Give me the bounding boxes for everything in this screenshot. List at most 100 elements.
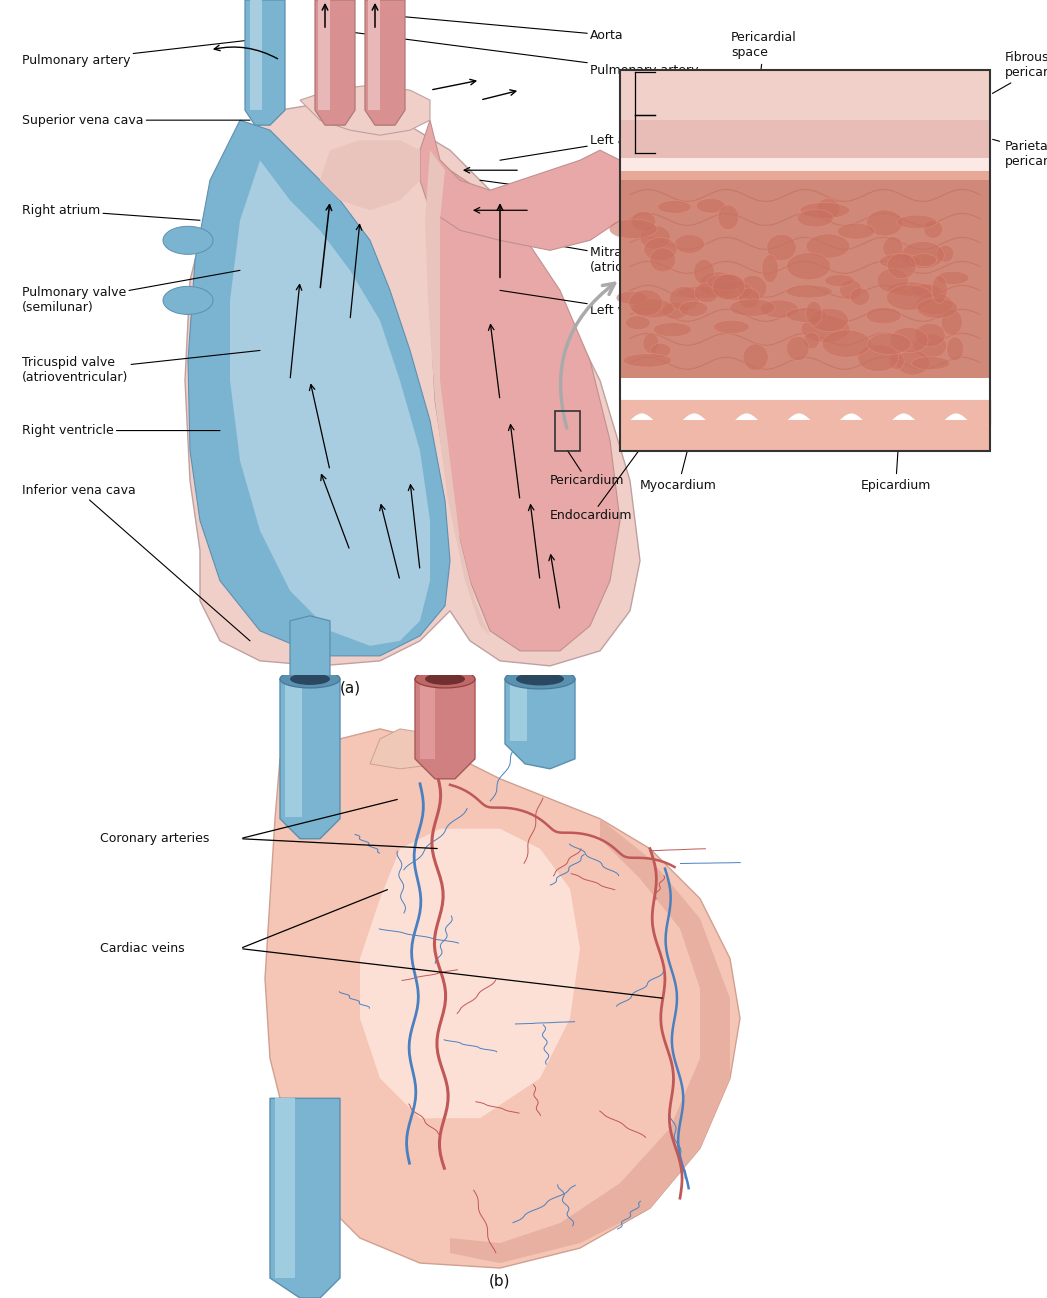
- Bar: [620, 70, 990, 450]
- Ellipse shape: [762, 254, 778, 283]
- Ellipse shape: [817, 199, 840, 219]
- Ellipse shape: [806, 301, 822, 326]
- Bar: [620, 171, 990, 180]
- Ellipse shape: [786, 336, 809, 361]
- Ellipse shape: [696, 199, 726, 213]
- Ellipse shape: [887, 284, 933, 310]
- Ellipse shape: [888, 282, 932, 296]
- Ellipse shape: [739, 275, 766, 301]
- Polygon shape: [245, 0, 285, 125]
- Ellipse shape: [901, 241, 944, 269]
- Text: Left ventricle: Left ventricle: [500, 291, 672, 317]
- Ellipse shape: [867, 210, 903, 236]
- Ellipse shape: [674, 235, 705, 253]
- Ellipse shape: [911, 357, 950, 370]
- Polygon shape: [230, 160, 430, 646]
- Ellipse shape: [662, 302, 688, 319]
- Text: Endocardium: Endocardium: [550, 435, 650, 522]
- Ellipse shape: [609, 219, 658, 239]
- Ellipse shape: [650, 343, 671, 358]
- Polygon shape: [450, 819, 730, 1263]
- Bar: [620, 157, 990, 180]
- Ellipse shape: [658, 201, 691, 213]
- Text: Tricuspid valve
(atrioventricular): Tricuspid valve (atrioventricular): [22, 350, 260, 384]
- Ellipse shape: [631, 299, 674, 318]
- Ellipse shape: [896, 350, 930, 375]
- Ellipse shape: [743, 344, 768, 370]
- Ellipse shape: [669, 287, 700, 310]
- Ellipse shape: [910, 284, 941, 297]
- Ellipse shape: [711, 280, 753, 300]
- Text: Pericardium: Pericardium: [550, 450, 624, 487]
- Ellipse shape: [617, 291, 648, 304]
- Polygon shape: [270, 1098, 340, 1298]
- Polygon shape: [318, 0, 330, 110]
- Ellipse shape: [730, 299, 775, 317]
- Polygon shape: [367, 0, 380, 110]
- Ellipse shape: [712, 274, 744, 300]
- Polygon shape: [315, 0, 355, 125]
- Polygon shape: [415, 679, 475, 779]
- Ellipse shape: [707, 274, 744, 291]
- Bar: [620, 180, 990, 378]
- Ellipse shape: [505, 668, 575, 689]
- Ellipse shape: [937, 245, 954, 262]
- Ellipse shape: [936, 271, 970, 284]
- Ellipse shape: [290, 672, 330, 685]
- Bar: [620, 70, 990, 119]
- Ellipse shape: [889, 352, 905, 370]
- Ellipse shape: [693, 260, 714, 284]
- Ellipse shape: [810, 309, 848, 332]
- Ellipse shape: [917, 299, 958, 318]
- Ellipse shape: [631, 212, 655, 231]
- Ellipse shape: [643, 334, 659, 353]
- Ellipse shape: [946, 337, 963, 361]
- Ellipse shape: [913, 334, 946, 358]
- Ellipse shape: [838, 223, 874, 239]
- Ellipse shape: [850, 288, 870, 305]
- Polygon shape: [365, 0, 405, 125]
- Ellipse shape: [694, 283, 719, 302]
- Ellipse shape: [766, 235, 796, 261]
- Ellipse shape: [798, 209, 833, 227]
- Text: Left atrium: Left atrium: [500, 134, 659, 160]
- Ellipse shape: [516, 672, 564, 685]
- Text: Pulmonary artery: Pulmonary artery: [22, 40, 250, 66]
- Ellipse shape: [280, 670, 340, 688]
- Text: Inferior vena cava: Inferior vena cava: [22, 484, 250, 641]
- Bar: [555, 410, 580, 450]
- Ellipse shape: [857, 344, 898, 371]
- Ellipse shape: [923, 221, 942, 239]
- Text: Pulmonary artery: Pulmonary artery: [335, 30, 698, 77]
- Text: Myocardium: Myocardium: [640, 282, 731, 492]
- Ellipse shape: [738, 288, 760, 309]
- Ellipse shape: [786, 308, 827, 322]
- Ellipse shape: [650, 248, 675, 271]
- Ellipse shape: [625, 315, 650, 330]
- Ellipse shape: [163, 226, 213, 254]
- Ellipse shape: [714, 321, 750, 334]
- Text: Right ventricle: Right ventricle: [22, 424, 220, 437]
- Ellipse shape: [718, 205, 739, 230]
- Bar: [620, 70, 990, 450]
- Text: Cardiac veins: Cardiac veins: [101, 942, 184, 955]
- Ellipse shape: [877, 269, 909, 293]
- Polygon shape: [425, 151, 500, 646]
- Ellipse shape: [644, 238, 677, 261]
- Polygon shape: [505, 679, 575, 768]
- Polygon shape: [360, 828, 580, 1119]
- Polygon shape: [185, 100, 640, 666]
- Ellipse shape: [822, 330, 871, 357]
- Polygon shape: [290, 615, 330, 701]
- Polygon shape: [320, 140, 420, 210]
- Ellipse shape: [879, 254, 921, 269]
- Ellipse shape: [840, 280, 862, 300]
- Text: Right atrium: Right atrium: [22, 204, 200, 221]
- Text: (a): (a): [339, 681, 360, 696]
- Text: Aortic valve
(semilunar): Aortic valve (semilunar): [480, 180, 664, 214]
- Ellipse shape: [800, 202, 850, 218]
- Text: Pulmonary valve
(semilunar): Pulmonary valve (semilunar): [22, 270, 240, 314]
- Ellipse shape: [887, 253, 916, 279]
- Ellipse shape: [163, 287, 213, 314]
- Ellipse shape: [653, 322, 691, 336]
